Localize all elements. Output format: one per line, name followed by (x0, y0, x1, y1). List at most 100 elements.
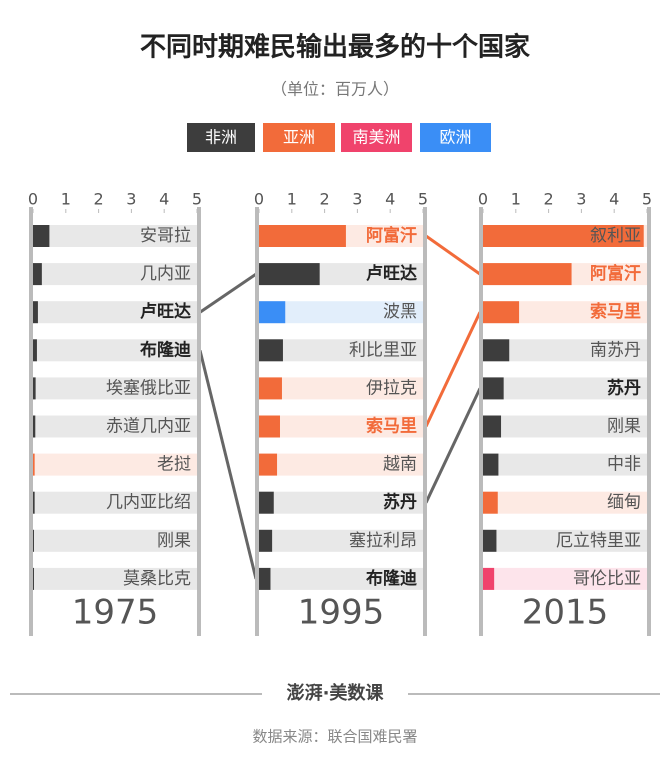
category-label: 叙利亚 (590, 226, 641, 246)
category-label: 苏丹 (607, 377, 641, 398)
x-tick-label: 3 (126, 190, 136, 209)
bar (33, 491, 35, 514)
bar (483, 529, 497, 552)
x-tick-label: 0 (254, 190, 264, 209)
bar (33, 529, 34, 552)
bar (259, 225, 346, 247)
x-tick-label: 5 (642, 190, 652, 209)
category-label: 塞拉利昂 (349, 531, 417, 551)
source: 数据来源：联合国难民署 (252, 728, 417, 746)
bar-track (33, 301, 197, 324)
category-label: 安哥拉 (140, 226, 191, 246)
category-label: 老挝 (157, 455, 191, 475)
category-label: 中非 (607, 455, 641, 475)
bar (33, 453, 35, 476)
x-tick-label: 5 (418, 190, 428, 209)
bar-track (33, 377, 197, 400)
x-tick-label: 2 (320, 190, 330, 209)
category-label: 几内亚 (140, 264, 191, 284)
connectors (198, 234, 482, 580)
x-tick-label: 4 (159, 190, 169, 209)
category-label: 利比里亚 (349, 340, 417, 360)
x-tick-label: 3 (576, 190, 586, 209)
category-label: 几内亚比绍 (106, 493, 191, 513)
bar-track (259, 377, 423, 400)
connector (424, 311, 482, 428)
bar (33, 225, 50, 247)
bar (259, 491, 274, 514)
legend-label: 南美洲 (352, 128, 400, 147)
category-label: 赤道几内亚 (106, 417, 191, 437)
category-label: 刚果 (157, 531, 191, 551)
x-tick-label: 2 (544, 190, 554, 209)
bar (483, 225, 644, 247)
x-tick-label: 5 (192, 190, 202, 209)
bar-track (483, 529, 647, 552)
legend-swatch (420, 123, 491, 152)
connector (199, 272, 257, 314)
bar-track (33, 339, 197, 362)
x-tick-label: 0 (28, 190, 38, 209)
bar (483, 567, 495, 590)
category-label: 卢旺达 (140, 301, 191, 322)
bar-track (33, 529, 197, 552)
bar-track (483, 377, 647, 400)
x-tick-label: 1 (61, 190, 71, 209)
panel-year: 1995 (298, 593, 385, 633)
category-label: 索马里 (366, 416, 417, 437)
panel-year: 1975 (72, 593, 159, 633)
bar (259, 377, 282, 400)
category-label: 厄立特里亚 (556, 531, 641, 551)
bar (259, 567, 271, 590)
bar (483, 339, 510, 362)
bar-track (483, 491, 647, 514)
bar (483, 415, 502, 438)
x-tick-label: 4 (609, 190, 619, 209)
category-label: 阿富汗 (590, 263, 641, 284)
bar (259, 415, 280, 438)
category-label: 哥伦比亚 (573, 569, 641, 589)
category-label: 伊拉克 (366, 378, 417, 398)
x-tick-label: 1 (287, 190, 297, 209)
legend-label: 亚洲 (283, 128, 315, 147)
bar-track (483, 567, 647, 590)
category-label: 卢旺达 (366, 263, 417, 284)
bar-track (483, 453, 647, 476)
bar (259, 301, 286, 324)
bar (33, 377, 36, 400)
connector (198, 349, 258, 580)
bar-track (33, 567, 197, 590)
x-tick-label: 3 (352, 190, 362, 209)
category-label: 布隆迪 (366, 568, 417, 589)
category-label: 越南 (383, 455, 417, 475)
legend-swatch (263, 123, 335, 152)
connector (424, 387, 482, 504)
category-label: 阿富汗 (366, 225, 417, 246)
bar-track (259, 415, 423, 438)
panel-year: 2015 (522, 593, 609, 633)
legend-label: 非洲 (205, 128, 237, 147)
bar (33, 567, 34, 590)
bar-track (259, 529, 423, 552)
category-label: 波黑 (383, 302, 417, 322)
chart-subtitle: （单位：百万人） (271, 80, 399, 99)
bar-track (259, 567, 423, 590)
bar (483, 377, 504, 400)
bar (259, 529, 273, 552)
bar-track (259, 491, 423, 514)
x-tick-label: 0 (478, 190, 488, 209)
logo: 澎湃·美数课 (287, 682, 385, 704)
legend-swatch (187, 123, 255, 152)
bar (483, 491, 498, 514)
bar (483, 263, 572, 286)
category-label: 刚果 (607, 417, 641, 437)
x-tick-label: 4 (385, 190, 395, 209)
bar (33, 415, 36, 438)
category-label: 苏丹 (383, 492, 417, 513)
bar-track (33, 263, 197, 286)
chart-title: 不同时期难民输出最多的十个国家 (140, 32, 530, 63)
bar-track (33, 453, 197, 476)
category-label: 埃塞俄比亚 (106, 378, 191, 398)
bar-track (483, 415, 647, 438)
